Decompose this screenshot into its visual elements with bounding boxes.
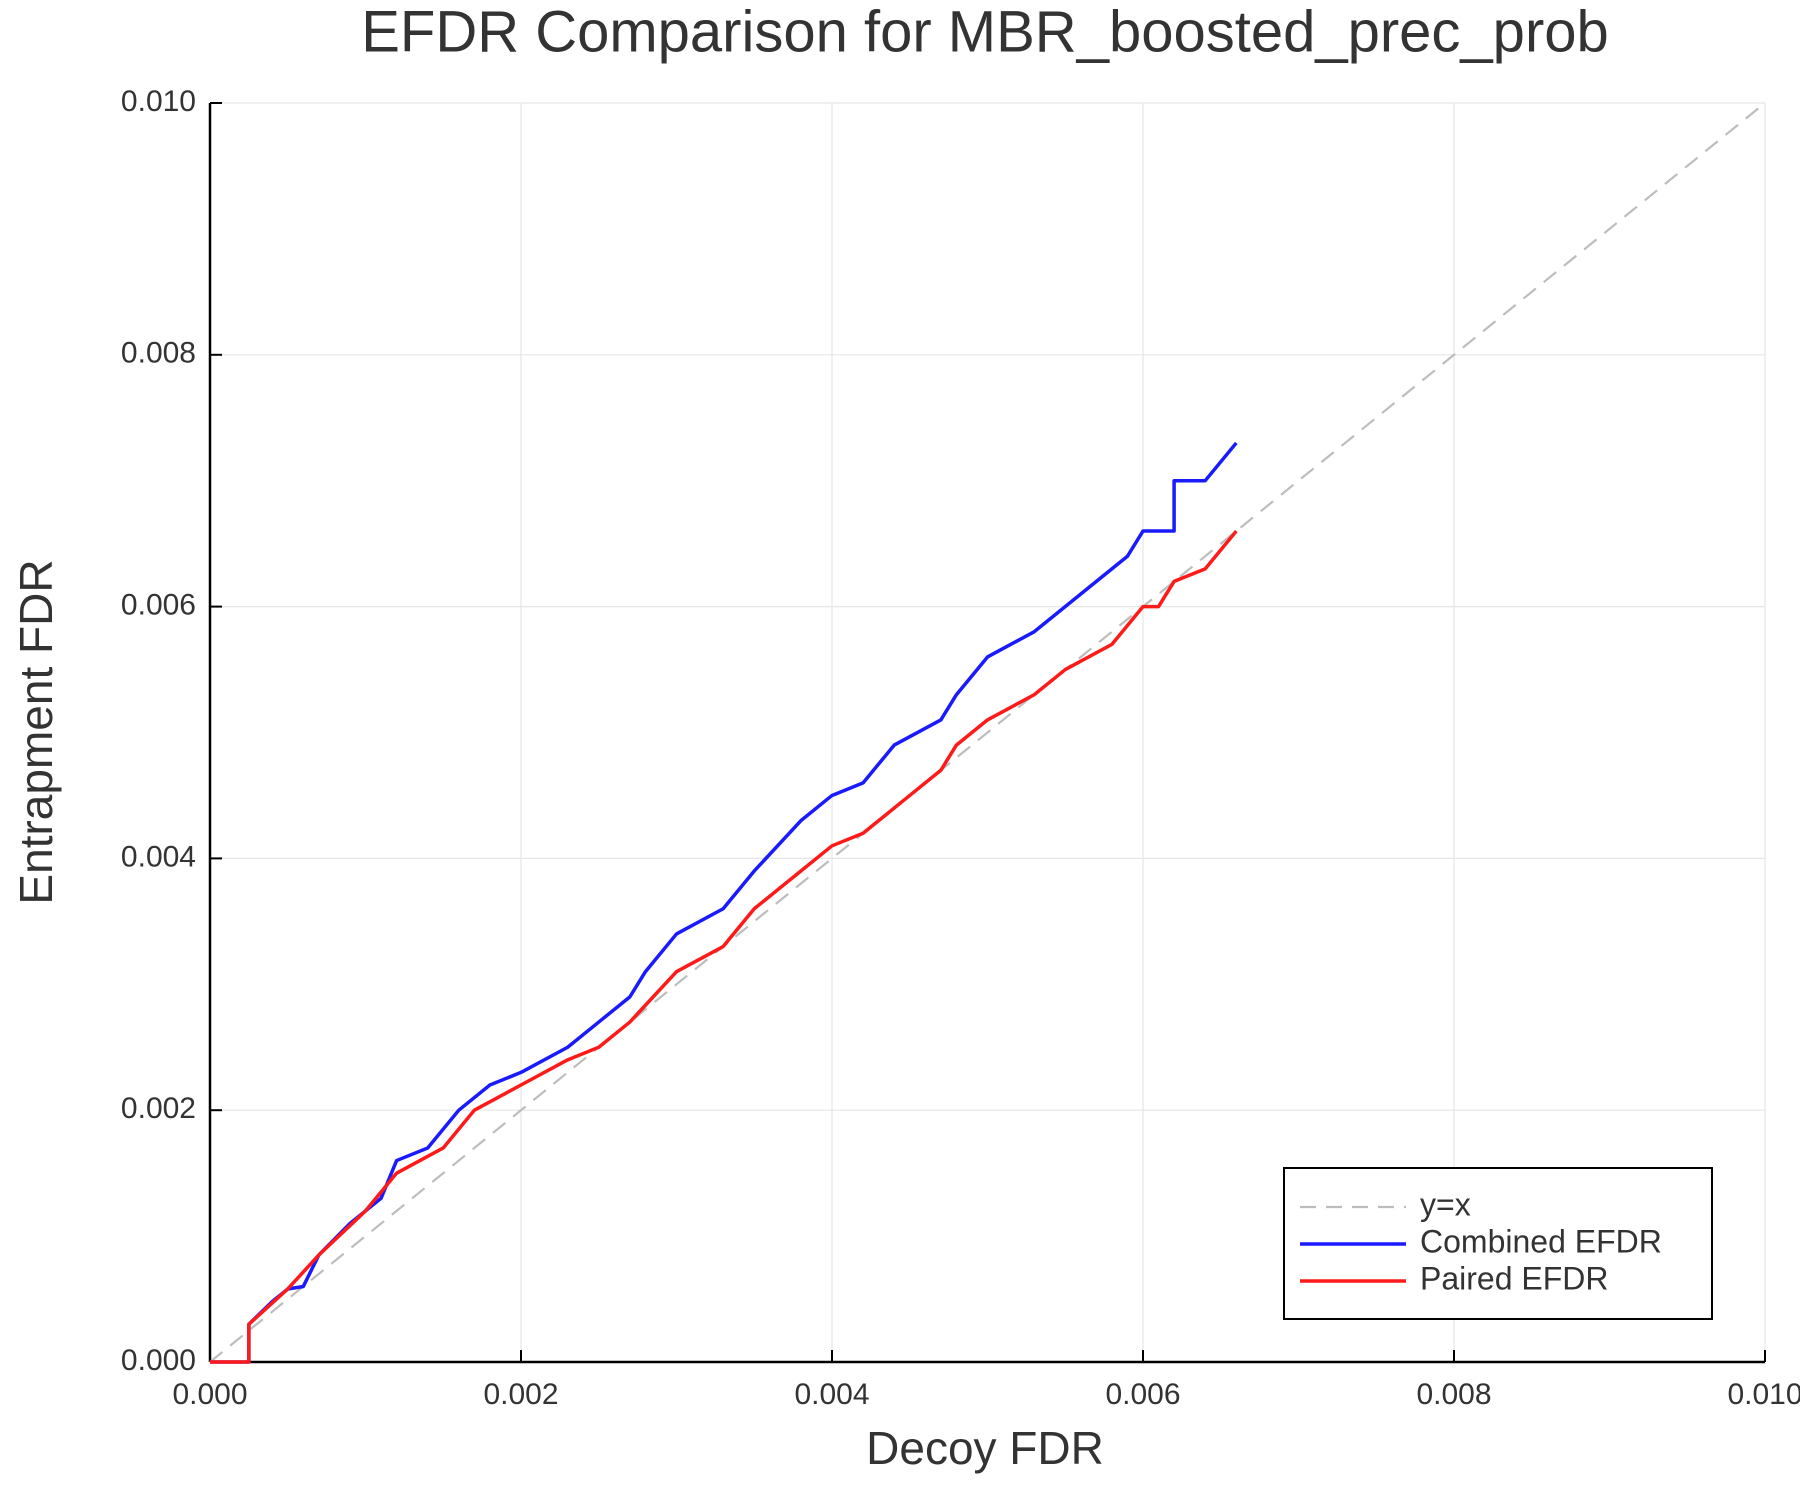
y-tick-label: 0.006 [121,589,196,622]
y-tick-label: 0.010 [121,85,196,118]
legend-label: Combined EFDR [1420,1223,1662,1259]
chart-title: EFDR Comparison for MBR_boosted_prec_pro… [361,0,1609,64]
y-tick-label: 0.002 [121,1092,196,1125]
y-tick-label: 0.008 [121,337,196,370]
series-line [210,441,1238,1364]
x-tick-label: 0.004 [794,1378,869,1411]
x-tick-label: 0.010 [1727,1378,1800,1411]
series-line [210,529,1238,1364]
y-axis-label: Entrapment FDR [10,559,62,904]
y-tick-label: 0.004 [121,840,196,873]
x-tick-label: 0.008 [1416,1378,1491,1411]
legend-label: Paired EFDR [1420,1260,1609,1296]
series-line [209,102,1766,1363]
legend-label: y=x [1420,1186,1471,1222]
x-tick-label: 0.002 [483,1378,558,1411]
x-axis-label: Decoy FDR [866,1422,1104,1474]
y-tick-label: 0.000 [121,1344,196,1377]
x-tick-label: 0.006 [1105,1378,1180,1411]
x-tick-label: 0.000 [172,1378,247,1411]
